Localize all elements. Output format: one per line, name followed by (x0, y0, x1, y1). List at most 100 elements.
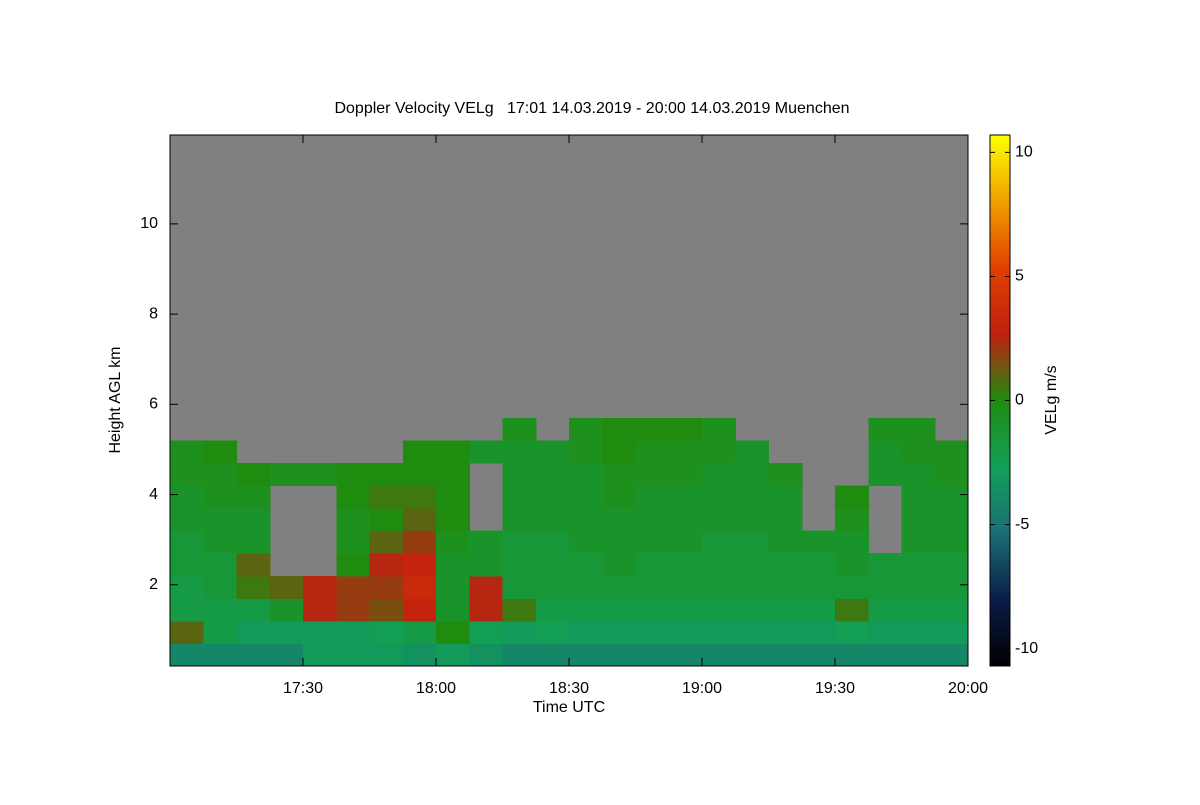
heatmap-cell (735, 530, 769, 554)
heatmap-cell (502, 508, 537, 532)
heatmap-cell (602, 575, 636, 599)
heatmap-cell (668, 440, 703, 464)
colorbar-tick-label: -10 (1015, 640, 1038, 657)
heatmap-cell (303, 462, 337, 487)
heatmap-cell (236, 485, 271, 509)
heatmap-cell (236, 598, 271, 622)
heatmap-cell (402, 575, 437, 599)
heatmap-cell (735, 508, 769, 532)
heatmap-cell (436, 598, 470, 622)
heatmap-cell (469, 440, 503, 464)
heatmap-cell (502, 530, 537, 554)
heatmap-cell (569, 598, 603, 622)
heatmap-cell (668, 530, 703, 554)
heatmap-cell (635, 508, 670, 532)
heatmap-cell (768, 530, 803, 554)
heatmap-cell (934, 485, 969, 509)
heatmap-cell (702, 485, 736, 509)
heatmap-cell (336, 643, 370, 667)
heatmap-cell (702, 530, 736, 554)
heatmap-cell (901, 508, 936, 532)
heatmap-cell (203, 462, 237, 487)
heatmap-cell (469, 598, 503, 622)
heatmap-cell (901, 620, 936, 644)
heatmap-cell (336, 575, 370, 599)
heatmap-cell (402, 485, 437, 509)
heatmap-cell (170, 508, 204, 532)
heatmap-cell (569, 553, 603, 577)
heatmap-cell (702, 553, 736, 577)
heatmap-cell (569, 620, 603, 644)
heatmap-cell (868, 417, 902, 441)
heatmap-cell (436, 620, 470, 644)
heatmap-cell (402, 598, 437, 622)
heatmap-cell (469, 643, 503, 667)
heatmap-cell (768, 575, 803, 599)
heatmap-cell (901, 553, 936, 577)
x-tick-label: 19:30 (815, 680, 855, 697)
heatmap-cell (369, 530, 404, 554)
heatmap-cell (303, 575, 337, 599)
heatmap-cell (402, 530, 437, 554)
heatmap-cells (170, 417, 969, 667)
heatmap-cell (203, 598, 237, 622)
heatmap-cell (469, 620, 503, 644)
heatmap-cell (369, 508, 404, 532)
heatmap-cell (436, 508, 470, 532)
heatmap-cell (901, 462, 936, 487)
heatmap-cell (469, 575, 503, 599)
heatmap-cell (835, 575, 869, 599)
heatmap-cell (369, 553, 404, 577)
x-axis-label: Time UTC (533, 699, 605, 716)
heatmap-cell (835, 620, 869, 644)
heatmap-cell (535, 575, 570, 599)
heatmap-cell (269, 598, 304, 622)
heatmap-cell (801, 620, 836, 644)
heatmap-cell (635, 530, 670, 554)
heatmap-cell (635, 598, 670, 622)
heatmap-cell (203, 575, 237, 599)
heatmap-cell (934, 462, 969, 487)
heatmap-cell (835, 508, 869, 532)
heatmap-cell (436, 440, 470, 464)
heatmap-cell (336, 530, 370, 554)
heatmap-cell (602, 553, 636, 577)
heatmap-cell (735, 462, 769, 487)
heatmap-cell (535, 530, 570, 554)
x-tick-label: 17:30 (283, 680, 323, 697)
y-tick-label: 10 (140, 215, 158, 232)
heatmap-cell (702, 440, 736, 464)
heatmap-cell (535, 485, 570, 509)
heatmap-cell (868, 553, 902, 577)
heatmap-cell (635, 553, 670, 577)
heatmap-cell (336, 462, 370, 487)
heatmap-cell (303, 598, 337, 622)
heatmap-cell (901, 643, 936, 667)
heatmap-cell (569, 530, 603, 554)
y-tick-label: 8 (149, 305, 158, 322)
heatmap-cell (901, 417, 936, 441)
heatmap-cell (569, 508, 603, 532)
heatmap-cell (768, 643, 803, 667)
heatmap-cell (934, 620, 969, 644)
heatmap-cell (535, 620, 570, 644)
heatmap-cell (602, 598, 636, 622)
x-tick-label: 19:00 (682, 680, 722, 697)
heatmap-cell (702, 462, 736, 487)
heatmap-cell (203, 643, 237, 667)
heatmap-cell (170, 440, 204, 464)
heatmap-cell (868, 462, 902, 487)
chart-title: Doppler Velocity VELg 17:01 14.03.2019 -… (334, 100, 849, 117)
heatmap-cell (502, 462, 537, 487)
heatmap-cell (502, 620, 537, 644)
heatmap-cell (170, 643, 204, 667)
heatmap-cell (934, 530, 969, 554)
heatmap-cell (801, 598, 836, 622)
heatmap-cell (569, 417, 603, 441)
colorbar-tick-label: 5 (1015, 268, 1024, 285)
heatmap-cell (934, 440, 969, 464)
heatmap-cell (735, 620, 769, 644)
heatmap-cell (436, 485, 470, 509)
x-tick-label: 18:30 (549, 680, 589, 697)
